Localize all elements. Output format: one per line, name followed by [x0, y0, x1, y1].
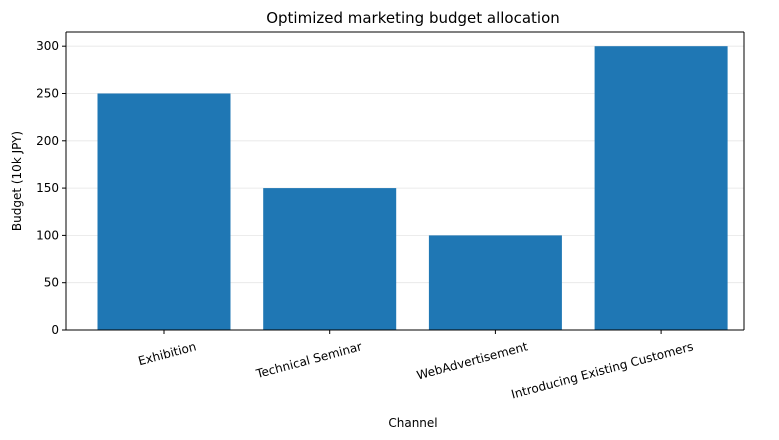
y-tick-label: 0	[51, 323, 59, 337]
y-axis-label: Budget (10k JPY)	[10, 131, 24, 231]
y-tick-label: 200	[36, 134, 59, 148]
x-tick-label: Exhibition	[137, 339, 198, 368]
x-tick-label: Introducing Existing Customers	[510, 339, 695, 401]
y-tick-label: 300	[36, 39, 59, 53]
bar	[594, 46, 728, 330]
y-tick-label: 50	[44, 276, 59, 290]
bar	[97, 93, 231, 330]
y-tick-label: 150	[36, 181, 59, 195]
y-tick-label: 100	[36, 228, 59, 242]
bar	[428, 235, 562, 330]
y-axis: 0 50 100 150 200 250 300	[36, 32, 67, 337]
x-tick-label: WebAdvertisement	[415, 339, 529, 382]
bars	[97, 46, 728, 330]
chart-title: Optimized marketing budget allocation	[266, 9, 560, 27]
x-tick-label: Technical Seminar	[254, 339, 364, 381]
x-axis-label: Channel	[388, 416, 437, 430]
bar	[263, 188, 397, 330]
y-tick-label: 250	[36, 86, 59, 100]
